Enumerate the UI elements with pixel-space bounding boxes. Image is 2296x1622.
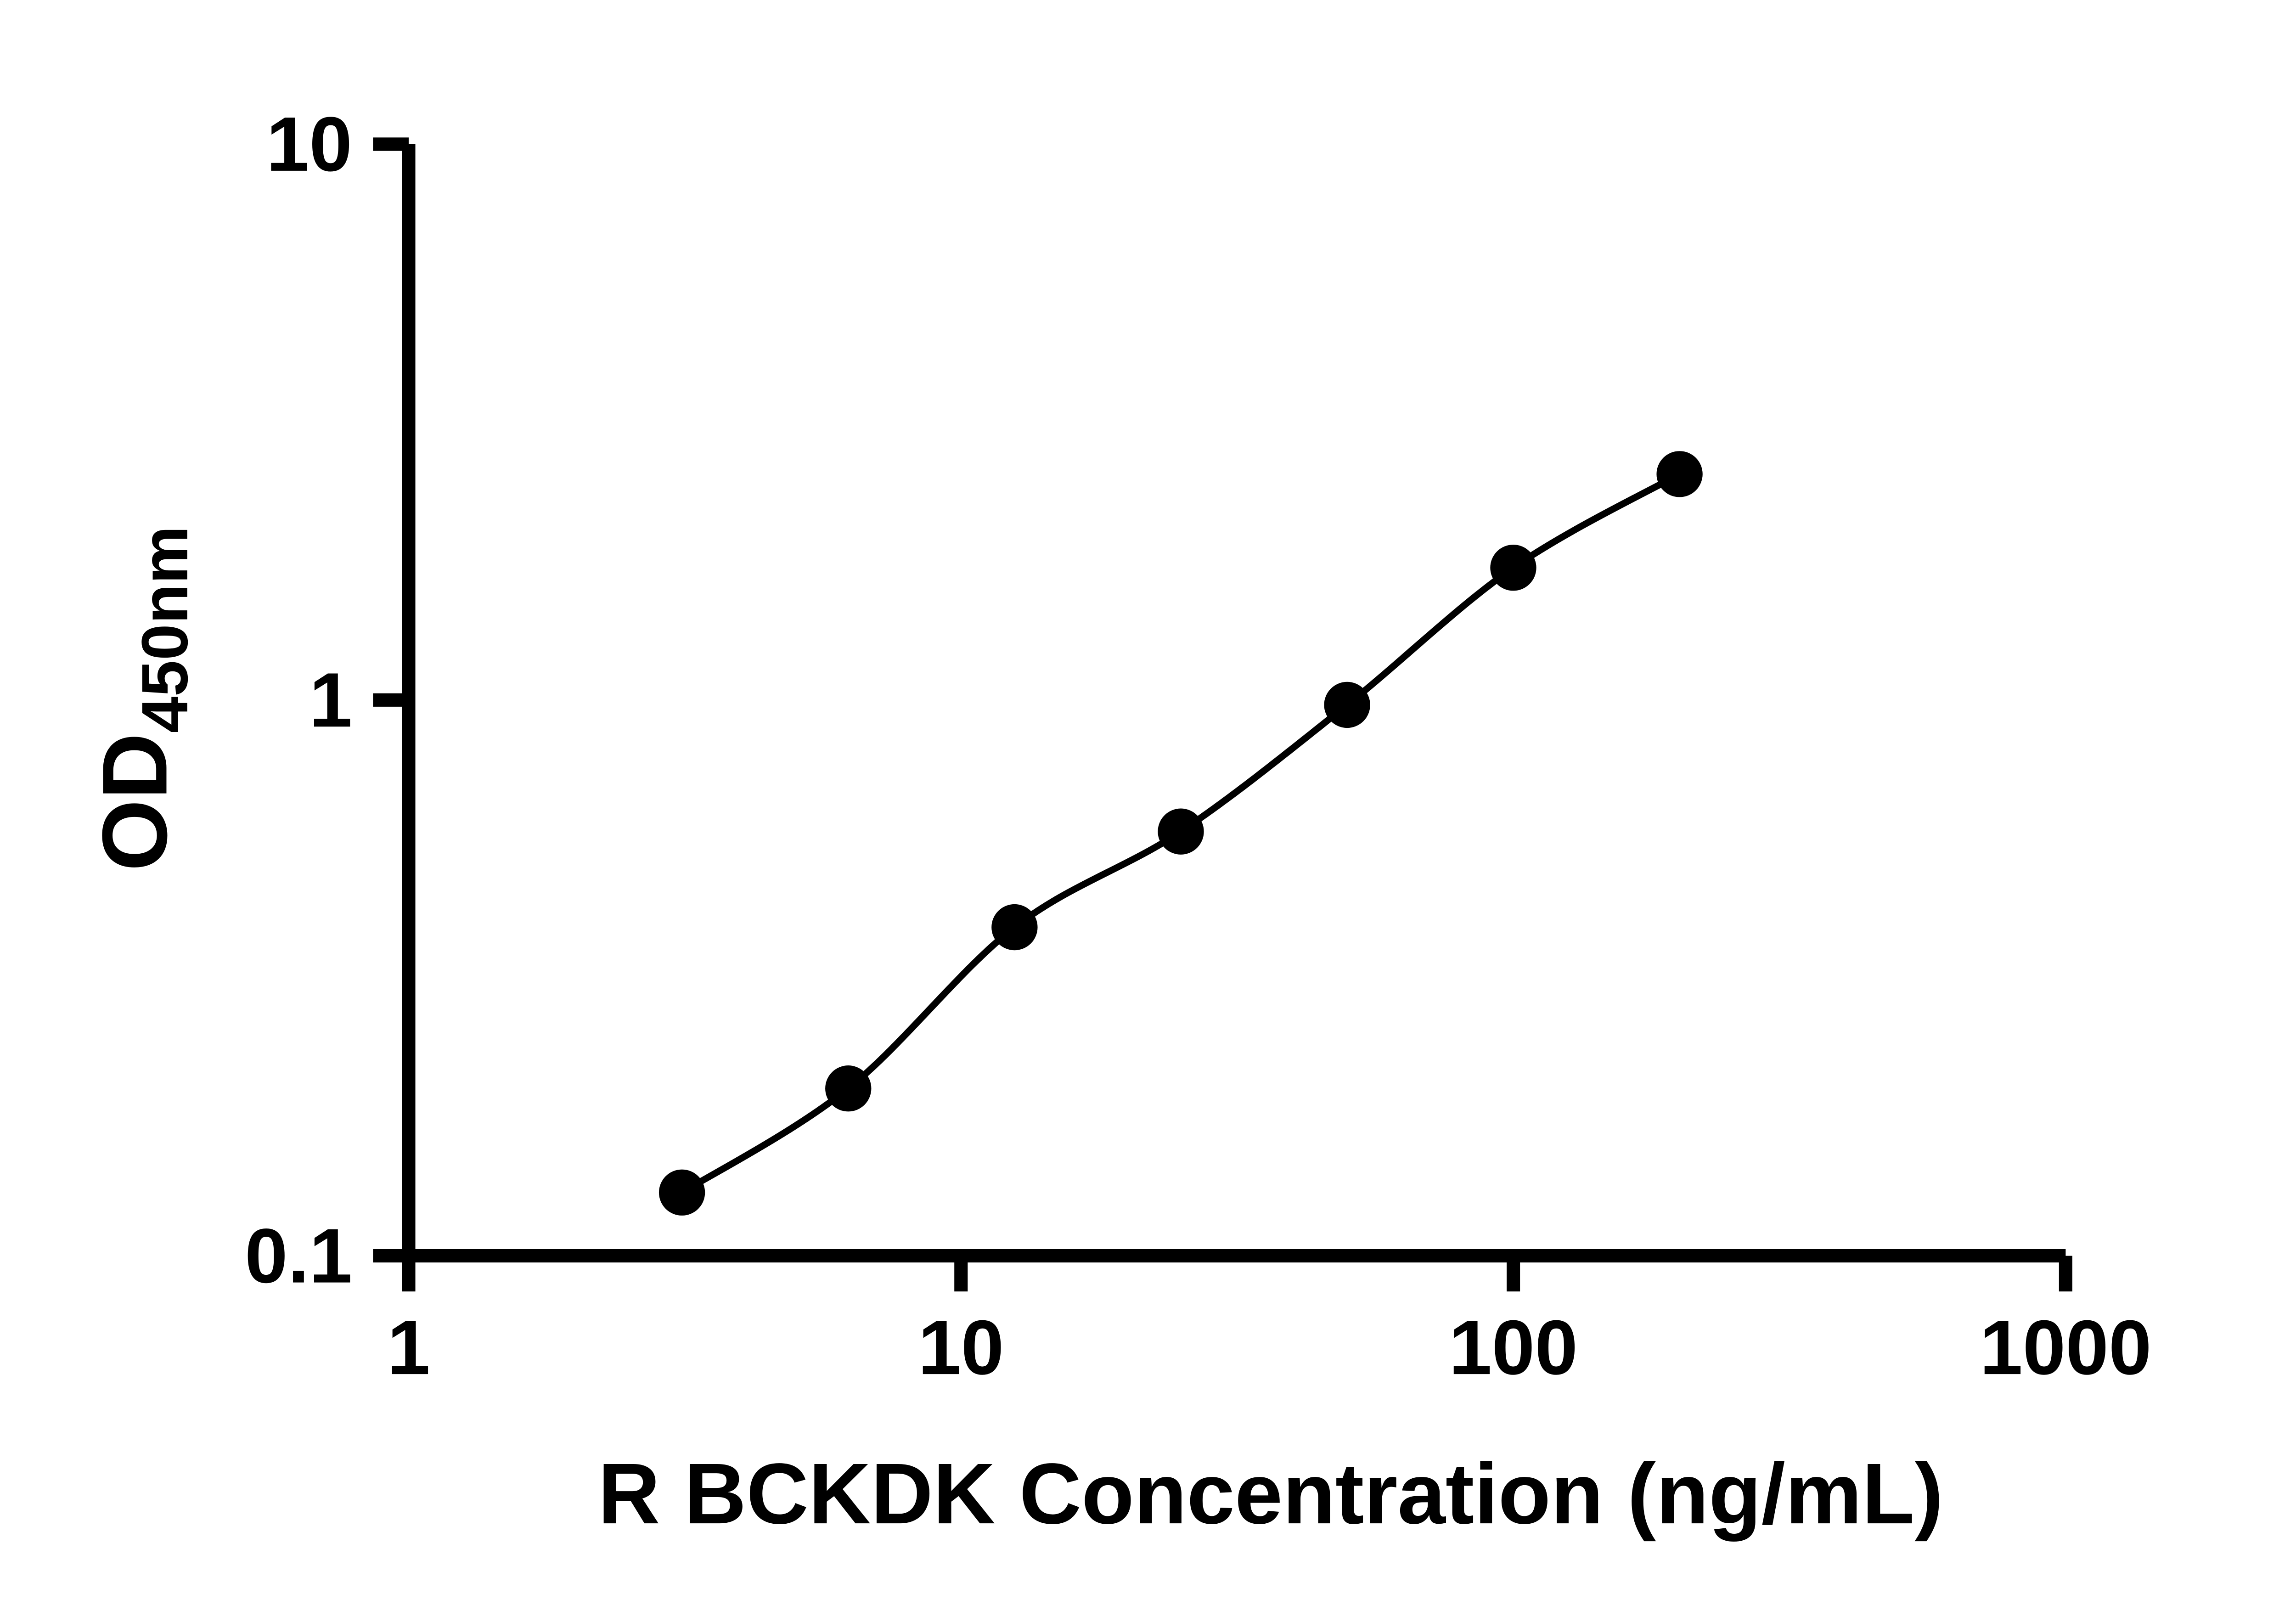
y-tick-label: 0.1 [245,1213,352,1299]
data-point [1324,681,1370,728]
data-point [1158,808,1204,855]
axis-spines [402,144,2066,1263]
data-point [1656,451,1703,497]
x-axis-title: R BCKDK Concentration (ng/mL) [598,1445,1943,1542]
y-axis-title-subscript: 450nm [129,526,202,733]
y-tick-label: 1 [309,657,352,743]
y-axis-title: OD450nm [83,526,201,871]
x-tick-label: 10 [918,1304,1004,1391]
data-point [658,1169,705,1216]
plot-layer: 1 10 100 1000 0.1 1 10 [245,101,2151,1391]
y-tick-label: 10 [266,101,352,187]
data-point [1490,545,1536,591]
x-tick-label: 1000 [1980,1304,2151,1391]
svg-text:OD450nm: OD450nm [83,526,201,871]
data-point [825,1065,872,1112]
x-tick-label: 100 [1449,1304,1578,1391]
data-point [991,904,1038,951]
x-tick-label: 1 [387,1304,430,1391]
y-axis-title-main: OD [83,733,186,871]
